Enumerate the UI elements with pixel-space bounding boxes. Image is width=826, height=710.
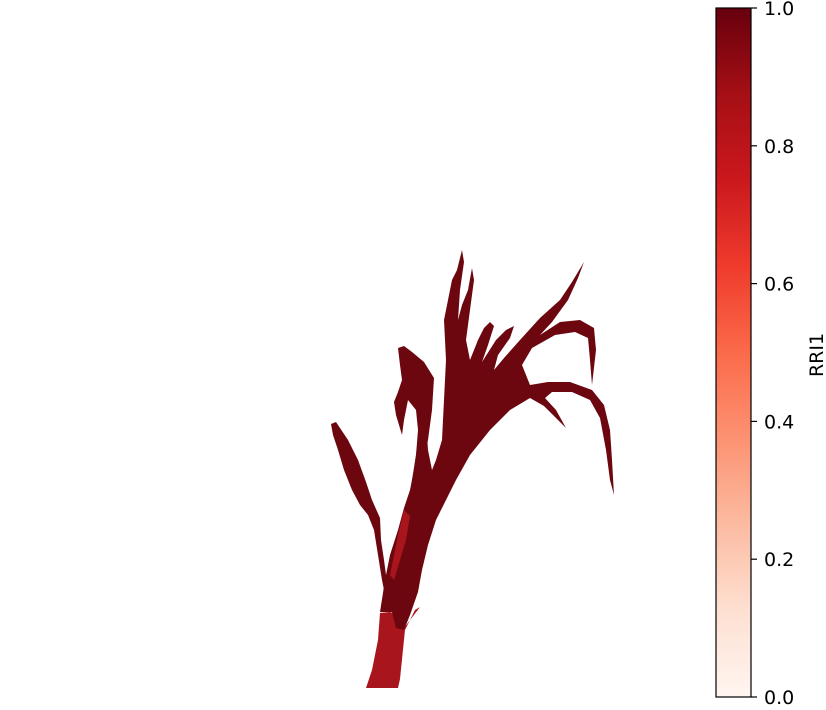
colorbar-ticks: 0.0 0.2 0.4 0.6 0.8 1.0: [751, 0, 794, 709]
colorbar: 0.0 0.2 0.4 0.6 0.8 1.0 RRI1: [715, 0, 826, 709]
colorbar-tick-label: 0.0: [764, 687, 794, 709]
colorbar-tick-label: 0.4: [764, 411, 794, 433]
colorbar-tick-label: 0.2: [764, 549, 794, 571]
plant-left-leaf: [331, 422, 388, 600]
plant-lower-left-leaf: [390, 510, 410, 580]
plant-stem: [366, 607, 420, 688]
colorbar-tick-label: 0.6: [764, 274, 794, 296]
colorbar-label: RRI1: [806, 333, 826, 377]
colorbar-tick-label: 0.8: [764, 136, 794, 158]
plant-upper-left-leaf: [394, 346, 434, 518]
plant-main-stalk: [380, 250, 614, 630]
plant-heatmap: [331, 250, 614, 688]
colorbar-gradient: [715, 7, 752, 698]
colorbar-tick-label: 1.0: [764, 0, 794, 20]
